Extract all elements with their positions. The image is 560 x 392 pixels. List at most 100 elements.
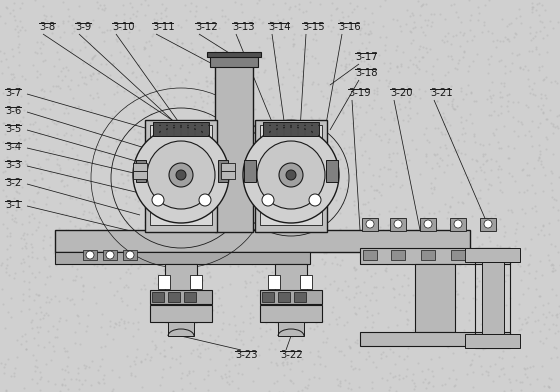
Point [81,81,90,87]
Point [438,382,447,388]
Point [8,118,17,124]
Point [226,80,235,86]
Point [408,333,417,339]
Point [211,165,220,171]
Point [213,287,222,293]
Point [385,80,394,86]
Point [2,225,11,231]
Point [441,381,450,387]
Point [378,256,387,263]
Point [363,348,372,355]
Point [6,314,15,320]
Point [277,258,286,264]
Point [445,325,454,331]
Point [345,24,354,30]
Bar [152,292,164,302]
Point [97,344,106,350]
Point [141,127,150,133]
Point [195,305,204,312]
Point [185,210,194,216]
Point [0,90,7,96]
Point [336,75,345,81]
Point [303,212,312,218]
Point [305,225,314,231]
Point [524,262,533,269]
Point [287,312,296,318]
Point [286,223,295,230]
Point [392,204,401,211]
Point [272,241,281,248]
Bar [465,248,520,262]
Point [410,54,419,60]
Point [496,187,505,193]
Point [424,366,433,372]
Point [229,144,238,151]
Point [323,80,332,86]
Point [140,171,149,177]
Point [131,306,140,312]
Point [349,84,358,90]
Point [94,227,102,233]
Point [169,388,178,392]
Point [212,246,221,252]
Point [522,160,531,166]
Point [211,367,220,374]
Point [287,225,296,231]
Point [202,73,211,80]
Point [6,160,15,167]
Point [62,317,71,323]
Point [34,269,43,276]
Point [241,280,250,287]
Point [16,141,25,147]
Point [4,161,13,167]
Point [365,341,374,348]
Point [254,215,263,221]
Point [547,180,556,186]
Point [10,0,18,6]
Point [290,84,299,91]
Point [212,105,221,111]
Point [199,201,208,207]
Point [267,339,276,346]
Point [235,331,244,337]
Point [399,254,408,261]
Point [92,245,101,251]
Point [468,384,477,390]
Point [186,327,195,333]
Point [484,255,493,261]
Point [252,268,261,274]
Point [551,322,560,328]
Point [426,297,435,303]
Point [49,25,58,31]
Point [102,27,111,33]
Point [538,188,547,194]
Point [49,83,58,90]
Point [266,326,275,332]
Point [372,131,381,138]
Point [160,282,169,289]
Point [344,144,353,150]
Point [365,353,374,359]
Point [97,262,106,268]
Point [339,128,348,134]
Point [43,274,52,280]
Point [100,29,109,35]
Point [235,260,244,267]
Point [460,138,469,144]
Point [269,379,278,386]
Point [328,188,337,194]
Bar [55,230,470,252]
Point [518,379,527,385]
Point [262,328,271,334]
Point [333,151,342,157]
Point [1,20,10,26]
Point [344,385,353,391]
Point [376,114,385,120]
Point [82,363,91,369]
Point [538,63,547,69]
Point [532,207,541,214]
Point [131,89,140,95]
Point [164,225,173,232]
Point [63,363,72,369]
Point [185,136,194,142]
